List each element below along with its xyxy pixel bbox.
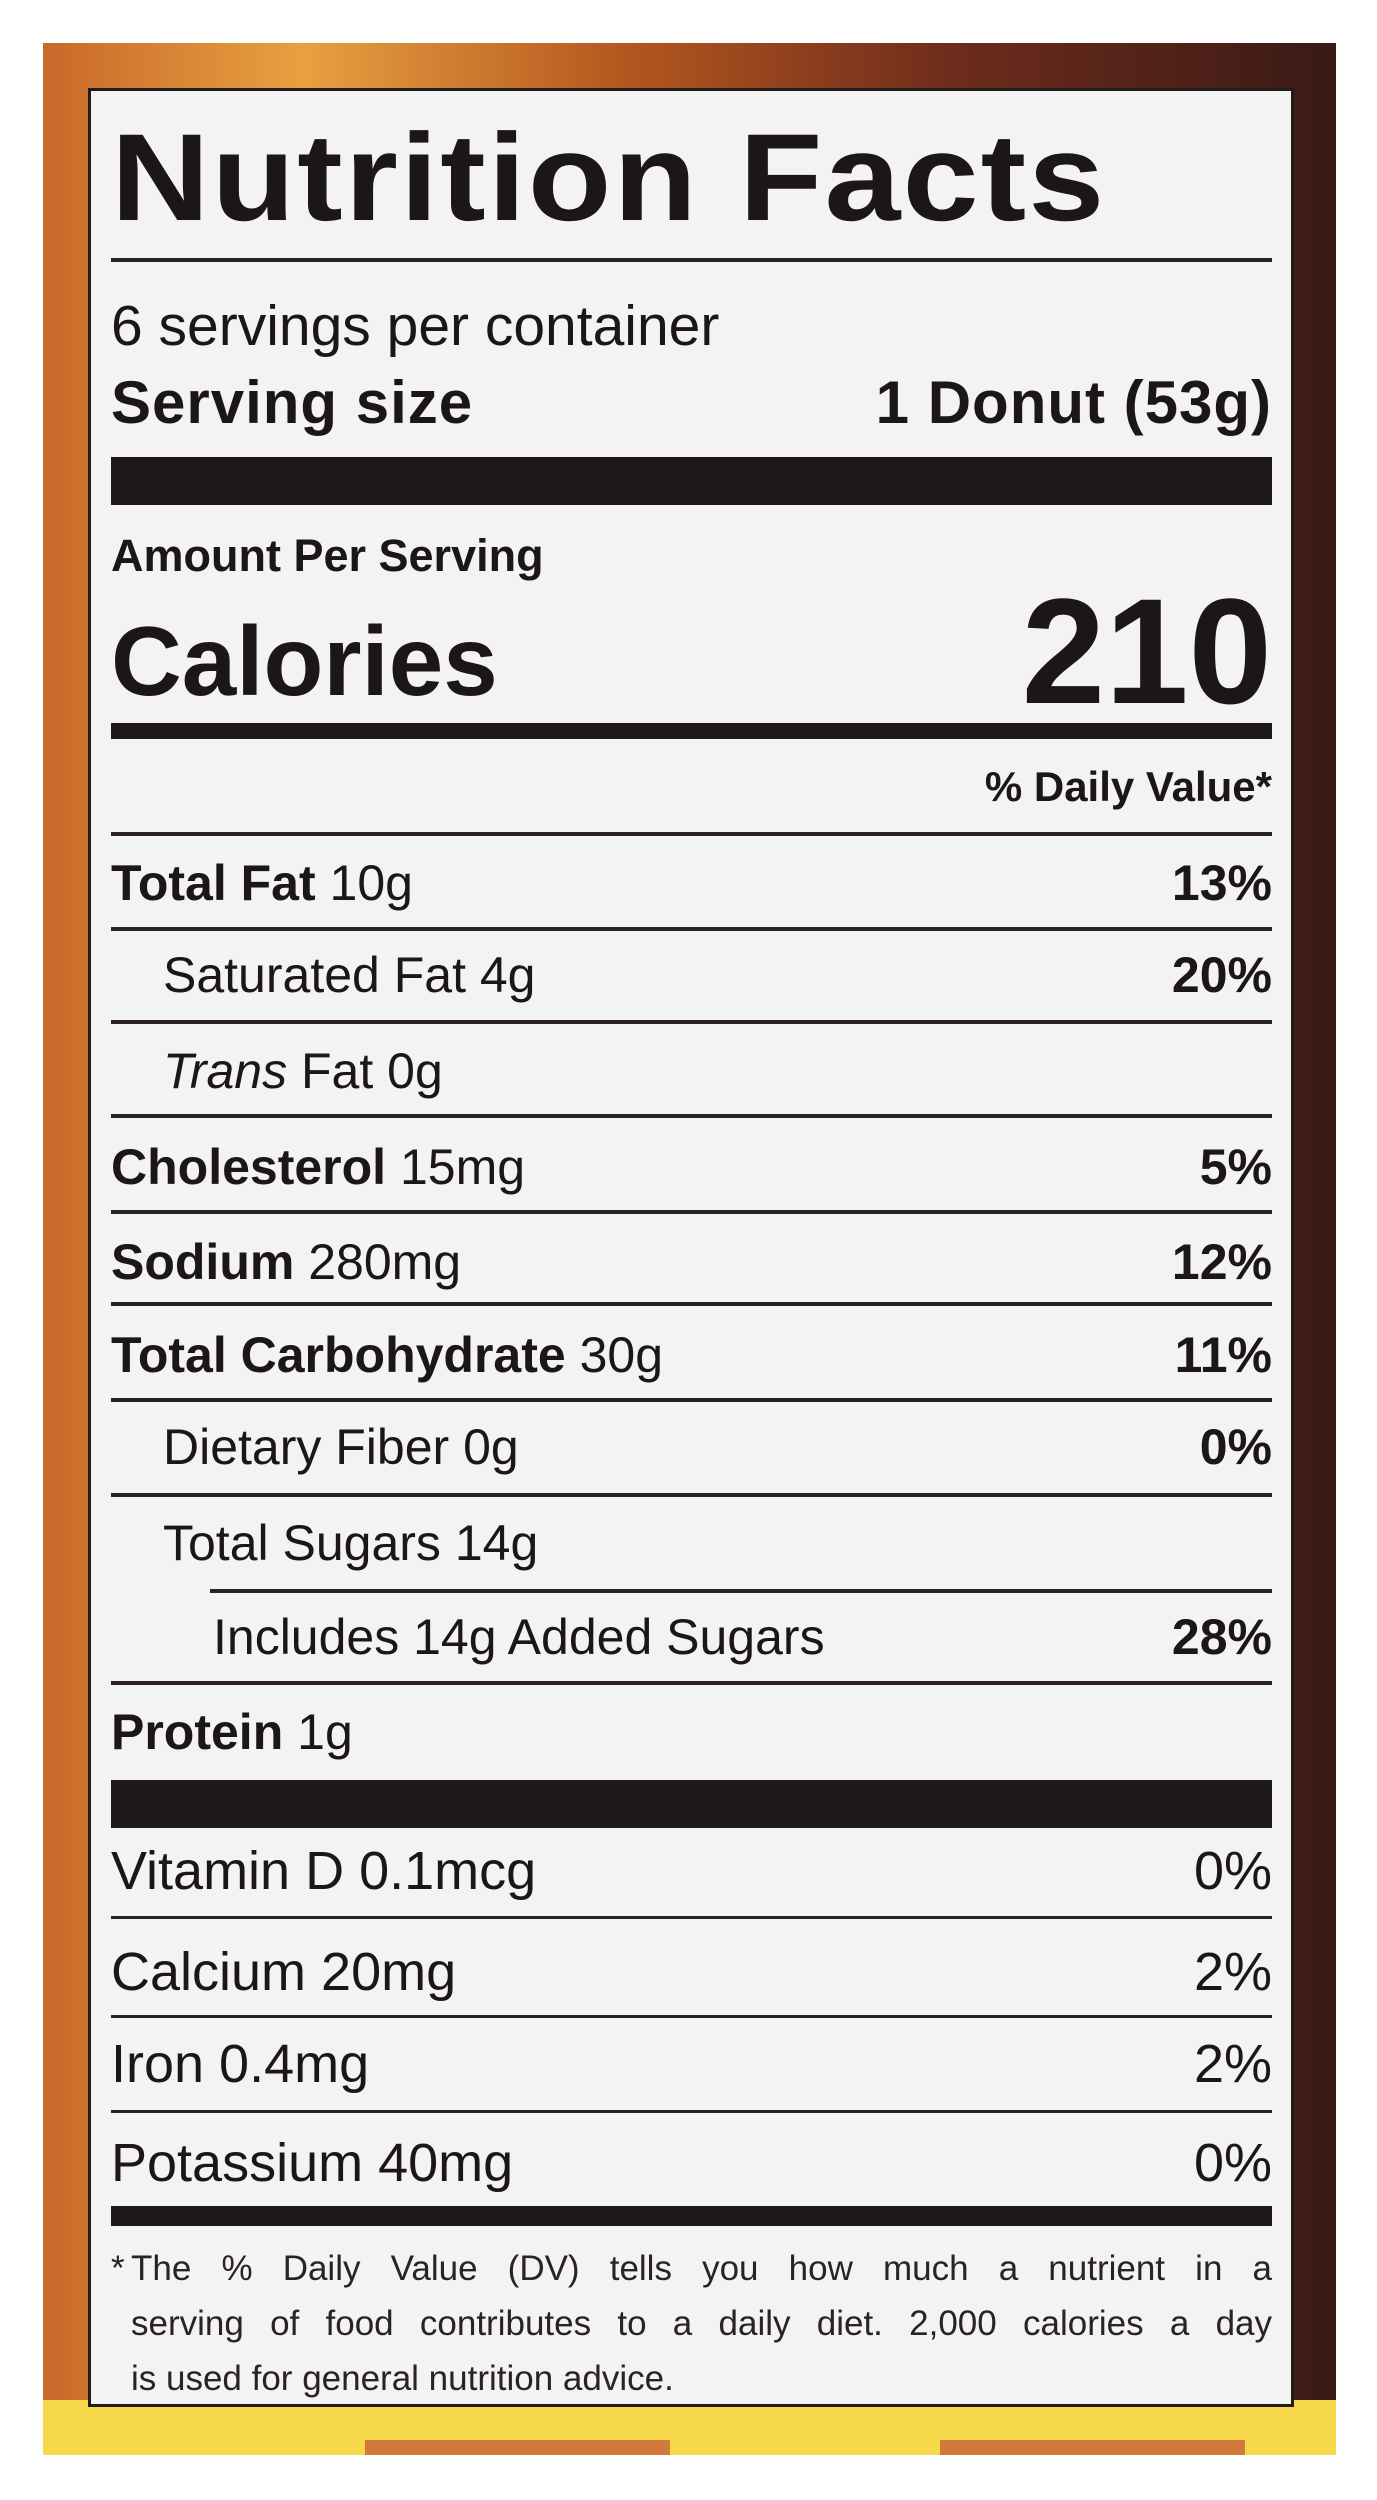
nutrient-row: Sodium 280mg 12%	[111, 1230, 1272, 1294]
vitamin-daily-value: 2%	[1193, 2034, 1272, 2094]
title-row: Nutrition Facts	[111, 109, 1272, 247]
amount-per-serving: Amount Per Serving	[111, 530, 544, 581]
nutrient-label: Protein	[111, 1704, 284, 1760]
footnote-asterisk: *	[111, 2249, 125, 2288]
nutrient-row: Trans Fat 0g	[111, 1039, 1272, 1103]
divider	[111, 1916, 1272, 1919]
divider	[111, 2015, 1272, 2018]
divider	[111, 2110, 1272, 2113]
daily-value-header-row: % Daily Value*	[111, 763, 1272, 811]
nutrient-name: Saturated Fat 4g	[111, 946, 536, 1004]
servings-row: 6 servings per container	[111, 294, 1272, 358]
nutrient-label: Includes 14g Added Sugars	[213, 1609, 825, 1665]
divider	[111, 1020, 1272, 1024]
nutrient-row: Total Fat 10g 13%	[111, 851, 1272, 915]
nutrient-name: Dietary Fiber 0g	[111, 1418, 519, 1476]
nutrient-daily-value: 13%	[1171, 855, 1272, 911]
nutrient-name: Trans Fat 0g	[111, 1042, 443, 1100]
nutrient-label: Total Sugars	[163, 1515, 441, 1571]
nutrient-label: Total Carbohydrate	[111, 1327, 566, 1383]
divider	[210, 1589, 1272, 1593]
nutrition-facts-label: Nutrition Facts 6 servings per container…	[88, 88, 1294, 2407]
nutrient-row: Includes 14g Added Sugars 28%	[111, 1605, 1272, 1669]
nutrient-row: Cholesterol 15mg 5%	[111, 1135, 1272, 1199]
nutrient-amount: 10g	[329, 855, 413, 911]
nutrient-name: Total Carbohydrate 30g	[111, 1326, 663, 1384]
medium-divider	[111, 2206, 1272, 2226]
vitamin-label: Calcium 20mg	[111, 1942, 457, 2002]
vitamin-label: Vitamin D 0.1mcg	[111, 1841, 537, 1901]
vitamin-label: Potassium 40mg	[111, 2133, 514, 2193]
package-patch	[940, 2440, 1245, 2455]
package-patch	[365, 2440, 670, 2455]
nutrient-name: Sodium 280mg	[111, 1233, 461, 1291]
nutrient-amount: 14g	[454, 1515, 539, 1571]
nutrient-daily-value: 0%	[1199, 1419, 1272, 1475]
nutrient-daily-value: 12%	[1171, 1234, 1272, 1290]
nutrient-name: Total Fat 10g	[111, 854, 413, 912]
nutrient-label: Sodium	[111, 1234, 295, 1290]
nutrient-daily-value: 5%	[1199, 1139, 1272, 1195]
title: Nutrition Facts	[111, 109, 1107, 247]
nutrient-row: Saturated Fat 4g 20%	[111, 943, 1272, 1007]
nutrient-name: Total Sugars 14g	[111, 1514, 538, 1572]
medium-divider	[111, 723, 1272, 739]
nutrient-amount: 280mg	[308, 1234, 462, 1290]
thick-divider	[111, 457, 1272, 505]
footnote: * The % Daily Value (DV) tells you how m…	[111, 2241, 1272, 2406]
vitamin-daily-value: 2%	[1193, 1942, 1272, 2002]
vitamin-label: Iron 0.4mg	[111, 2034, 370, 2094]
thick-divider	[111, 1780, 1272, 1828]
nutrient-amount: 30g	[579, 1327, 664, 1383]
nutrient-name: Includes 14g Added Sugars	[111, 1608, 825, 1666]
serving-size-value: 1 Donut (53g)	[875, 368, 1272, 436]
nutrient-daily-value: 11%	[1174, 1327, 1272, 1383]
nutrient-amount: 1g	[297, 1704, 353, 1760]
divider	[111, 1493, 1272, 1497]
nutrient-label: Cholesterol	[111, 1139, 387, 1195]
vitamin-row: Calcium 20mg 2%	[111, 1938, 1272, 2006]
divider	[111, 1114, 1272, 1118]
calories-value: 210	[1021, 566, 1272, 735]
nutrient-amount: 0g	[463, 1419, 519, 1475]
servings-per-container: 6 servings per container	[111, 294, 720, 358]
serving-size-label: Serving size	[111, 368, 474, 436]
divider	[111, 1210, 1272, 1214]
divider	[111, 832, 1272, 836]
daily-value-header: % Daily Value*	[984, 763, 1272, 810]
divider	[111, 1398, 1272, 1402]
nutrient-name: Protein 1g	[111, 1703, 353, 1761]
divider	[111, 927, 1272, 931]
footnote-line: The % Daily Value (DV) tells you how muc…	[131, 2249, 1272, 2288]
nutrient-row: Dietary Fiber 0g 0%	[111, 1415, 1272, 1479]
nutrient-label: Dietary Fiber	[163, 1419, 450, 1475]
nutrient-label: Saturated Fat	[163, 947, 466, 1003]
nutrient-row: Total Sugars 14g	[111, 1511, 1272, 1575]
vitamin-daily-value: 0%	[1193, 2133, 1272, 2193]
vitamin-row: Iron 0.4mg 2%	[111, 2030, 1272, 2098]
calories-row: Calories 210	[111, 567, 1272, 735]
nutrient-daily-value: 20%	[1171, 947, 1272, 1003]
vitamin-daily-value: 0%	[1193, 1841, 1272, 1901]
nutrient-row: Total Carbohydrate 30g 11%	[111, 1323, 1272, 1387]
nutrient-name: Cholesterol 15mg	[111, 1138, 525, 1196]
divider	[111, 258, 1272, 262]
amount-per-serving-row: Amount Per Serving	[111, 530, 1272, 581]
footnote-line: is used for general nutrition advice.	[131, 2359, 674, 2398]
nutrient-amount: 15mg	[399, 1139, 526, 1195]
nutrient-amount: Fat 0g	[301, 1043, 443, 1099]
divider	[111, 1302, 1272, 1306]
footnote-line: serving of food contributes to a daily d…	[131, 2304, 1272, 2343]
nutrient-label: Total Fat	[111, 855, 316, 911]
vitamin-row: Vitamin D 0.1mcg 0%	[111, 1837, 1272, 1905]
nutrient-label: Trans	[163, 1043, 288, 1099]
divider	[111, 1681, 1272, 1685]
nutrient-daily-value: 28%	[1171, 1609, 1272, 1665]
calories-label: Calories	[111, 605, 498, 716]
serving-size-row: Serving size 1 Donut (53g)	[111, 369, 1272, 436]
vitamin-row: Potassium 40mg 0%	[111, 2129, 1272, 2197]
nutrient-amount: 4g	[479, 947, 536, 1003]
nutrient-row: Protein 1g	[111, 1700, 1272, 1764]
